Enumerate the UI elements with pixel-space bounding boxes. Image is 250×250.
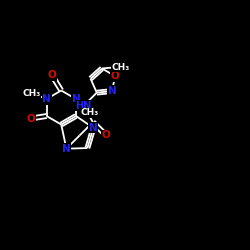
Text: N: N <box>62 144 71 154</box>
Text: N: N <box>108 86 116 96</box>
Text: O: O <box>27 114 36 124</box>
Text: O: O <box>102 130 110 140</box>
Text: O: O <box>48 70 56 80</box>
Text: N: N <box>72 94 80 104</box>
Text: CH₃: CH₃ <box>112 63 130 72</box>
Text: CH₃: CH₃ <box>22 89 41 98</box>
Text: N: N <box>89 123 98 133</box>
Text: O: O <box>111 71 120 81</box>
Text: N: N <box>42 94 51 104</box>
Text: CH₃: CH₃ <box>80 108 98 117</box>
Text: HN: HN <box>76 101 92 111</box>
